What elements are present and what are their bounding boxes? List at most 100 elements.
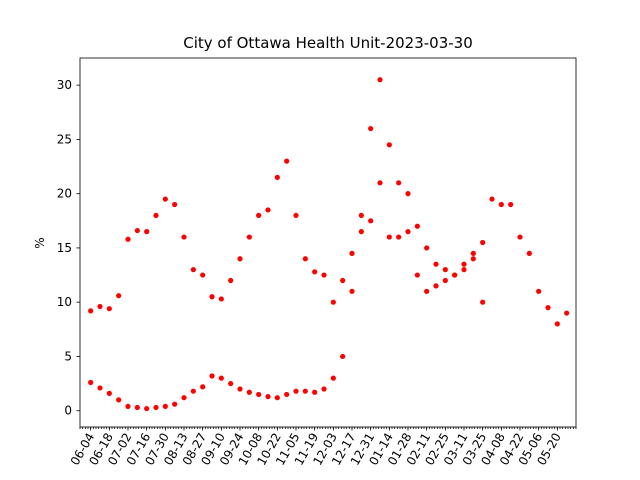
data-point bbox=[209, 373, 215, 379]
data-point bbox=[358, 212, 364, 218]
y-tick-label: 20 bbox=[57, 187, 72, 201]
data-point bbox=[181, 395, 187, 401]
data-point bbox=[246, 389, 252, 395]
data-point bbox=[116, 293, 122, 299]
data-point bbox=[321, 272, 327, 278]
data-point bbox=[452, 272, 458, 278]
data-point bbox=[237, 386, 243, 392]
data-point bbox=[181, 234, 187, 240]
data-point bbox=[358, 229, 364, 235]
data-point bbox=[340, 277, 346, 284]
data-point bbox=[461, 261, 467, 267]
data-point bbox=[172, 401, 178, 407]
data-point bbox=[414, 223, 420, 229]
data-point bbox=[414, 272, 420, 278]
data-point bbox=[405, 229, 411, 235]
data-point bbox=[312, 389, 318, 395]
data-point bbox=[554, 321, 560, 327]
data-points bbox=[88, 77, 570, 412]
data-point bbox=[172, 201, 178, 208]
data-point bbox=[144, 229, 150, 235]
data-point bbox=[480, 299, 486, 305]
y-axis-label: % bbox=[33, 237, 47, 248]
y-tick-label: 5 bbox=[64, 349, 72, 363]
data-point bbox=[396, 180, 402, 186]
data-point bbox=[470, 250, 476, 256]
data-point bbox=[218, 296, 224, 302]
data-point bbox=[190, 267, 196, 273]
data-point bbox=[386, 234, 392, 240]
data-point bbox=[293, 212, 299, 218]
plot-frame bbox=[79, 57, 577, 428]
data-point bbox=[302, 256, 308, 262]
y-tick-label: 30 bbox=[57, 78, 72, 92]
data-point bbox=[433, 261, 439, 267]
data-point bbox=[106, 306, 112, 312]
data-point bbox=[284, 391, 290, 398]
data-point bbox=[377, 77, 383, 83]
data-point bbox=[190, 388, 196, 394]
y-tick-label: 25 bbox=[57, 132, 72, 146]
data-point bbox=[88, 308, 94, 314]
data-point bbox=[424, 288, 430, 294]
data-point bbox=[470, 256, 476, 262]
data-point bbox=[293, 388, 299, 394]
data-point bbox=[134, 227, 140, 234]
data-point bbox=[368, 125, 374, 132]
data-point bbox=[340, 353, 346, 360]
data-point bbox=[265, 394, 271, 400]
data-point bbox=[508, 201, 514, 208]
data-point bbox=[265, 207, 271, 213]
data-point bbox=[489, 196, 495, 202]
data-point bbox=[480, 239, 486, 246]
y-tick-label: 0 bbox=[64, 404, 72, 418]
data-point bbox=[88, 379, 94, 386]
data-point bbox=[517, 234, 523, 240]
data-point bbox=[125, 403, 131, 409]
data-point bbox=[330, 299, 336, 305]
data-point bbox=[330, 375, 336, 381]
data-point bbox=[349, 250, 355, 256]
data-point bbox=[162, 196, 168, 202]
data-point bbox=[442, 267, 448, 273]
data-point bbox=[312, 269, 318, 275]
data-point bbox=[125, 236, 131, 242]
data-point bbox=[97, 385, 103, 391]
data-point bbox=[274, 395, 280, 401]
data-point bbox=[153, 212, 159, 218]
data-point bbox=[209, 294, 215, 300]
data-point bbox=[526, 250, 532, 256]
data-point bbox=[349, 288, 355, 294]
data-point bbox=[274, 174, 280, 180]
data-point bbox=[433, 283, 439, 289]
data-point bbox=[424, 245, 430, 251]
data-point bbox=[396, 234, 402, 240]
data-point bbox=[106, 390, 112, 396]
data-point bbox=[200, 384, 206, 390]
data-point bbox=[564, 310, 570, 316]
data-point bbox=[256, 391, 262, 398]
data-point bbox=[284, 158, 290, 164]
data-point bbox=[536, 288, 542, 294]
data-point bbox=[386, 142, 392, 148]
data-point bbox=[405, 191, 411, 197]
y-tick-label: 10 bbox=[57, 295, 72, 309]
data-point bbox=[368, 218, 374, 224]
data-point bbox=[144, 405, 150, 412]
data-point bbox=[442, 277, 448, 284]
y-tick-label: 15 bbox=[57, 241, 72, 255]
data-point bbox=[246, 234, 252, 240]
data-point bbox=[97, 303, 103, 310]
data-point bbox=[162, 403, 168, 409]
data-point bbox=[302, 388, 308, 394]
data-point bbox=[545, 305, 551, 311]
data-point bbox=[377, 180, 383, 186]
data-point bbox=[134, 404, 140, 411]
data-point bbox=[461, 267, 467, 273]
data-point bbox=[237, 256, 243, 262]
data-point bbox=[153, 404, 159, 411]
data-point bbox=[256, 212, 262, 218]
data-point bbox=[228, 277, 234, 284]
